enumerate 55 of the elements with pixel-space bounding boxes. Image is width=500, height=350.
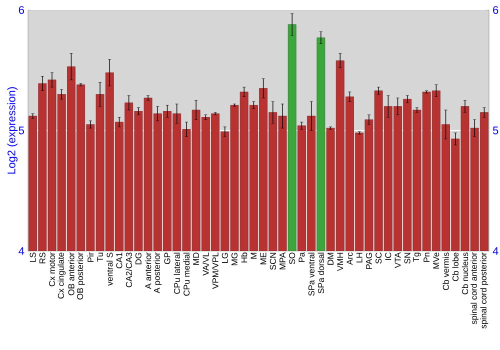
x-tick-label: SPa ventral <box>308 252 314 296</box>
x-tick-label: OB anterior <box>68 252 74 296</box>
x-tick-label: ventral S <box>106 252 113 286</box>
x-tick-label: CPu lateral <box>174 252 180 294</box>
y-tick-label: 5 <box>18 126 24 134</box>
y2-tick-label: 4 <box>492 247 498 255</box>
x-tick-label: LG <box>222 252 228 263</box>
x-tick-label: CA1 <box>116 252 122 268</box>
x-tick-label: MPA <box>280 252 286 270</box>
x-tick-label: DG <box>135 252 142 264</box>
x-tick-label: spinal cord posterior <box>480 252 488 328</box>
x-tick-label: Arc <box>346 252 353 265</box>
x-tick-label: Pa <box>298 252 305 262</box>
y-tick-label: 4 <box>18 247 24 255</box>
x-tick-label: OB posterior <box>76 252 85 300</box>
x-tick-label: Tu <box>97 252 103 262</box>
x-tick-label: RS <box>39 252 46 264</box>
x-tick-label: PAG <box>366 252 372 269</box>
x-tick-label: Cx cingulate <box>58 252 66 299</box>
x-tick-label: LS <box>30 252 36 262</box>
x-tick-label: spinal cord anterior <box>470 252 479 324</box>
x-tick-label: VA/VL <box>202 252 209 276</box>
x-tick-label: Cx motor <box>49 252 56 286</box>
x-tick-label: VPM/VPL <box>212 252 218 290</box>
x-tick-label: Cb vermis <box>442 252 449 290</box>
x-tick-label: Hb <box>240 252 248 262</box>
x-tick-label: Tg <box>413 252 421 262</box>
x-tick-label: MG <box>231 252 238 266</box>
y-tick-label: 6 <box>18 6 24 14</box>
x-tick-label: M <box>250 252 257 259</box>
x-tick-label: MVe <box>433 252 440 268</box>
y2-tick-label: 5 <box>492 126 498 134</box>
x-tick-label: GP <box>164 252 170 264</box>
x-tick-label: SO <box>289 252 296 264</box>
x-tick-label: DM <box>328 252 334 265</box>
x-tick-label: Cb nucleus <box>462 252 468 294</box>
x-tick-label: A anterior <box>144 252 152 290</box>
x-tick-label: CPu medial <box>183 252 190 296</box>
x-tick-label: Pir <box>87 252 94 262</box>
x-tick-label: ME <box>260 252 266 264</box>
x-tick-label: IC <box>385 252 392 260</box>
x-tick-label: CA2/CA3 <box>126 252 132 288</box>
x-tick-label: A posterior <box>154 252 162 294</box>
x-tick-label: SPa dorsal <box>318 252 324 294</box>
y2-tick-label: 6 <box>493 6 498 14</box>
x-tick-label: SCN <box>270 252 276 270</box>
y-axis-title: Log2 (expression) <box>7 87 18 174</box>
x-tick-label: VTA <box>394 252 401 268</box>
x-tick-label: SN <box>404 252 410 264</box>
x-tick-label: Pn <box>424 252 430 262</box>
x-tick-label: LH <box>356 252 362 262</box>
x-tick-label: MD <box>193 252 199 265</box>
x-tick-label: VMH <box>337 252 344 272</box>
x-tick-label: SC <box>376 252 382 264</box>
x-tick-label: Cb lobe <box>452 252 458 282</box>
